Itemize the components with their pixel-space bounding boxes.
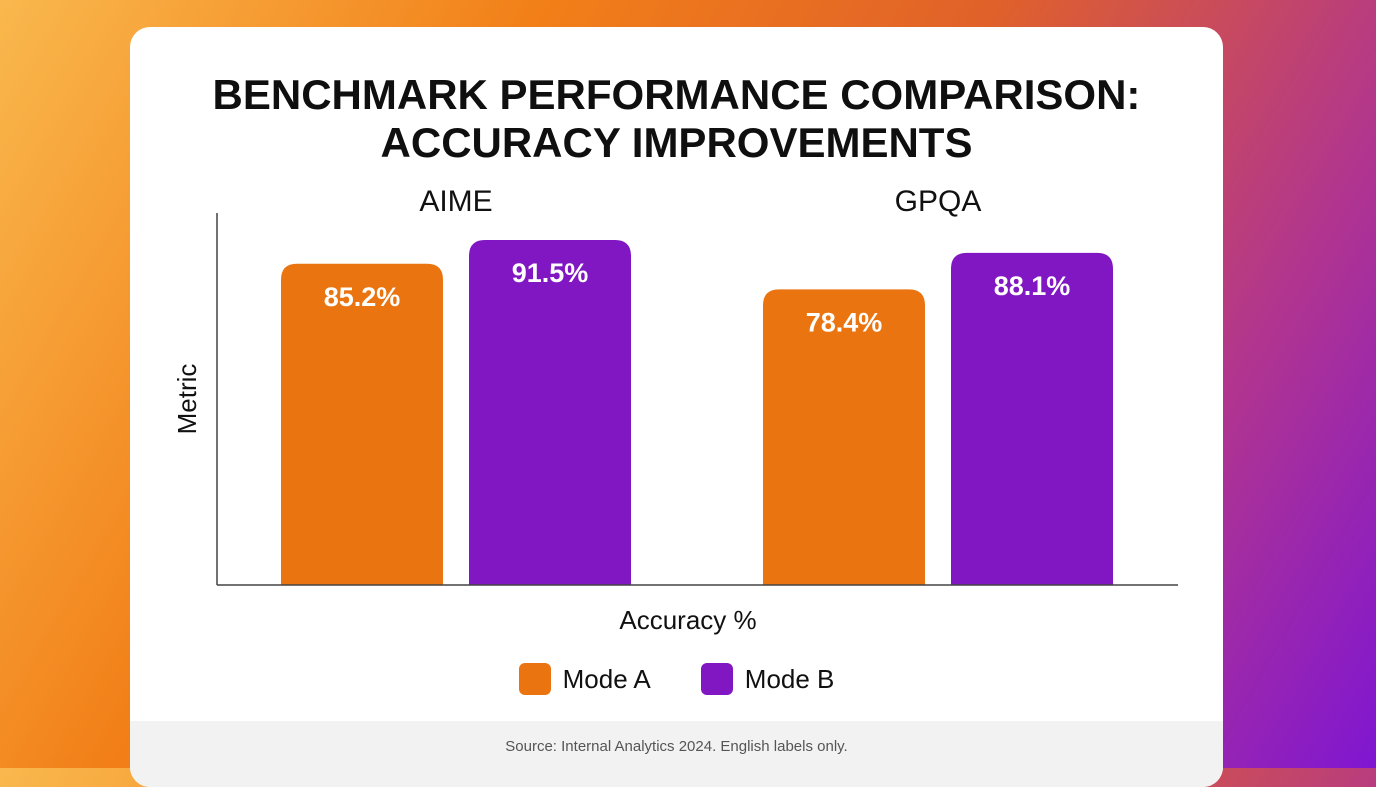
footer: Source: Internal Analytics 2024. English… xyxy=(130,721,1223,787)
data-label-aime-mode-a: 85.2% xyxy=(324,282,401,312)
chart-title: BENCHMARK PERFORMANCE COMPARISON: ACCURA… xyxy=(130,71,1223,167)
x-axis-title: Accuracy % xyxy=(619,605,756,635)
category-label-aime: AIME xyxy=(419,185,492,218)
bar-chart: AIME 85.2% 91.5% GPQA 78.4% 88.1% Accuracy % Me… xyxy=(172,185,1178,635)
legend-item-mode-b[interactable]: Mode B xyxy=(700,663,835,695)
legend: Mode A Mode B xyxy=(130,663,1223,695)
data-label-aime-mode-b: 91.5% xyxy=(512,258,589,288)
bar-aime-mode-b xyxy=(469,240,631,586)
footer-source-text: Source: Internal Analytics 2024. English… xyxy=(505,738,848,755)
chart-card: BENCHMARK PERFORMANCE COMPARISON: ACCURA… xyxy=(130,27,1223,787)
data-label-gpqa-mode-a: 78.4% xyxy=(806,307,883,337)
y-axis-title: Metric xyxy=(172,364,202,435)
chart-title-line-1: BENCHMARK PERFORMANCE COMPARISON: xyxy=(212,71,1141,118)
legend-item-mode-a[interactable]: Mode A xyxy=(518,663,651,695)
legend-swatch-mode-b xyxy=(700,663,733,695)
category-label-gpqa: GPQA xyxy=(895,185,982,218)
legend-label-mode-a: Mode A xyxy=(562,663,651,694)
legend-label-mode-b: Mode B xyxy=(744,663,835,694)
bar-aime-mode-a xyxy=(281,263,443,585)
chart-title-line-2: ACCURACY IMPROVEMENTS xyxy=(380,119,973,166)
legend-swatch-mode-a xyxy=(518,663,551,695)
bar-gpqa-mode-b xyxy=(951,252,1113,585)
bar-gpqa-mode-a xyxy=(763,289,925,585)
data-label-gpqa-mode-b: 88.1% xyxy=(994,271,1071,301)
